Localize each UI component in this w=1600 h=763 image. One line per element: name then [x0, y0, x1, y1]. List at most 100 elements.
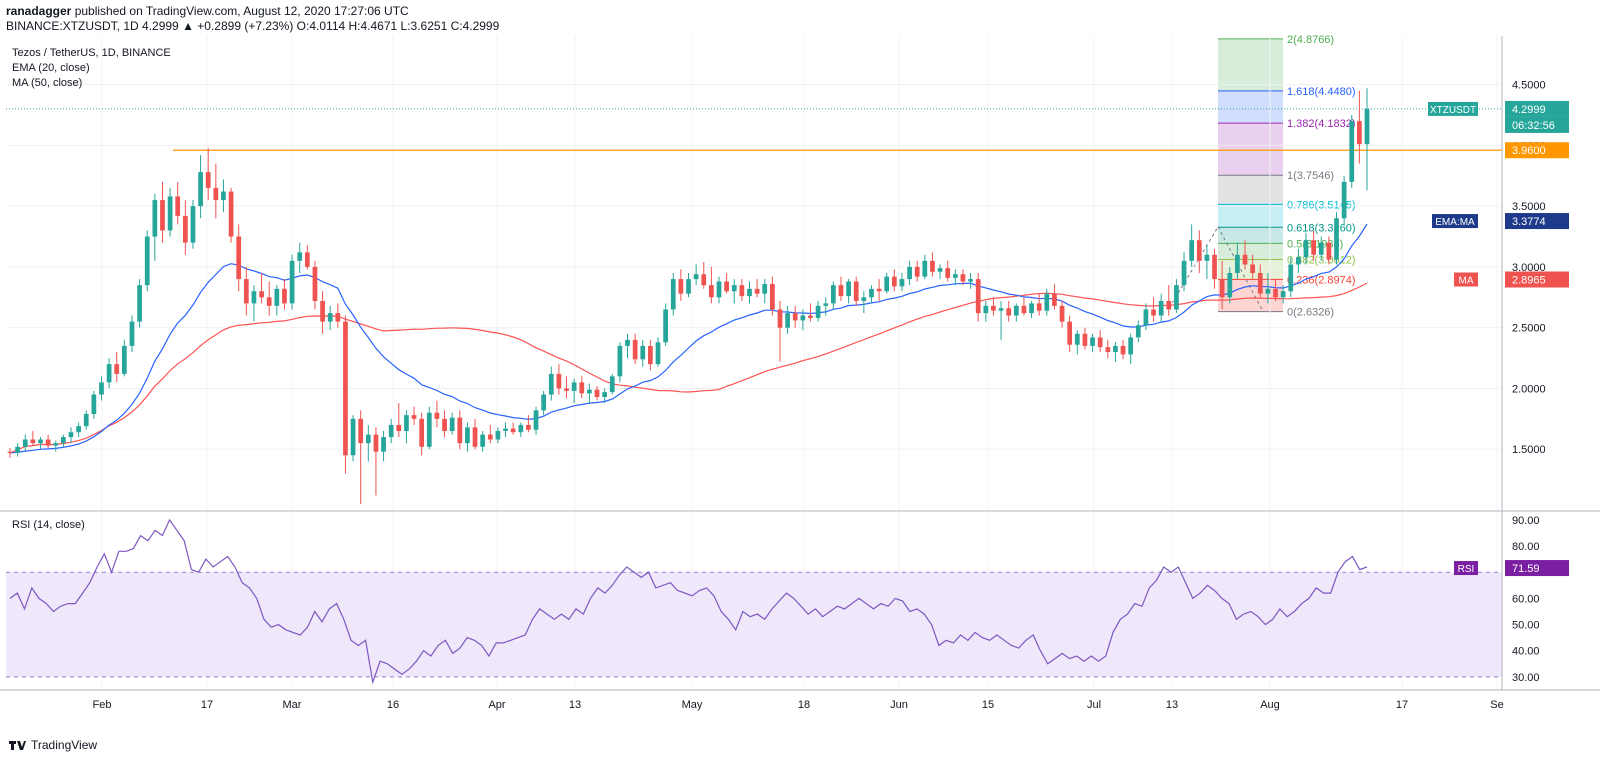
candle-body	[274, 288, 280, 306]
candle-body	[114, 364, 120, 374]
candle-body	[1036, 303, 1042, 311]
candle-body	[304, 252, 310, 267]
time-tick-label: Se	[1490, 699, 1503, 711]
candle-body	[1090, 337, 1095, 346]
candle-body	[808, 315, 813, 318]
candle-body	[434, 412, 440, 419]
candle-body	[442, 418, 447, 431]
rsi-tick-label: 90.00	[1512, 515, 1540, 527]
candle-body	[152, 200, 158, 237]
time-tick-label: 13	[1166, 699, 1178, 711]
rsi-tag-value: 71.59	[1512, 563, 1540, 575]
last-price-tag-label: XTZUSDT	[1430, 105, 1476, 116]
candle-body	[709, 285, 714, 298]
candle-body	[1105, 347, 1111, 352]
candle-body	[1181, 260, 1187, 286]
time-tick-label: 13	[569, 699, 581, 711]
candle-body	[1280, 291, 1286, 298]
rsi-tag-label: RSI	[1458, 564, 1475, 575]
indicator-legend: MA (50, close)	[12, 77, 82, 89]
price-tick-label: 4.5000	[1512, 80, 1546, 92]
rsi-tag-bg	[1505, 560, 1569, 577]
candle-body	[853, 281, 859, 301]
candle-body	[617, 345, 623, 377]
candle-body	[1113, 345, 1118, 352]
indicator-legend: EMA (20, close)	[12, 62, 90, 74]
chart-legend: Tezos / TetherUS, 1D, BINANCE EMA (20, cl…	[12, 47, 171, 89]
candle-body	[846, 281, 851, 297]
footer-brand: TradingView	[8, 738, 97, 752]
candle-body	[487, 434, 493, 440]
fib-zone	[1218, 204, 1283, 228]
tradingview-logo-icon	[9, 741, 26, 750]
candle-body	[457, 417, 463, 444]
candle-body	[228, 191, 234, 237]
candle-body	[68, 432, 74, 438]
time-tick-label: Jun	[890, 699, 908, 711]
candle-body	[1189, 240, 1195, 261]
candle-body	[701, 274, 707, 286]
candle-body	[343, 321, 348, 456]
brand-name[interactable]: TradingView	[31, 738, 98, 752]
candle-body	[236, 236, 242, 280]
candle-body	[91, 394, 97, 414]
rsi-tick-label: 50.00	[1512, 620, 1540, 632]
candle-body	[823, 303, 829, 306]
candle-body	[1067, 321, 1073, 345]
fib-level-label: 0.618(3.3260)	[1287, 222, 1356, 234]
candle-body	[1212, 254, 1217, 280]
author[interactable]: ranadagger	[6, 4, 72, 18]
candle-body	[747, 288, 752, 297]
candle-body	[1219, 279, 1225, 298]
candle-body	[1143, 309, 1149, 326]
rsi-tick-label: 40.00	[1512, 646, 1540, 658]
candle-body	[404, 415, 409, 431]
level-tag-value: 3.9600	[1512, 145, 1546, 157]
candle-body	[724, 281, 729, 292]
symbol-line: BINANCE:XTZUSDT, 1D	[6, 19, 139, 33]
fib-level-label: 1.618(4.4480)	[1287, 86, 1356, 98]
candle-body	[991, 305, 996, 311]
candle-body	[571, 382, 577, 391]
candle-body	[167, 196, 173, 231]
candle-body	[914, 266, 920, 277]
candle-body	[1318, 242, 1324, 255]
candle-body	[251, 291, 257, 304]
candle-body	[1265, 288, 1271, 294]
published-text: published on TradingView.com, August 12,…	[74, 4, 409, 18]
candle-body	[1303, 240, 1309, 258]
candle-body	[1174, 285, 1179, 310]
candle-body	[815, 305, 821, 318]
candle-body	[632, 339, 638, 360]
candle-body	[686, 279, 691, 294]
candle-body	[754, 288, 760, 294]
last-price-tag-bg	[1505, 100, 1569, 117]
time-tick-label: 17	[201, 699, 213, 711]
candle-body	[922, 260, 928, 277]
candle-body	[602, 392, 608, 397]
candle-body	[388, 424, 394, 438]
candle-body	[472, 427, 478, 447]
candle-body	[106, 364, 112, 383]
candle-body	[510, 428, 516, 433]
level-tag-bg	[1505, 142, 1569, 159]
candle-body	[419, 418, 425, 447]
fib-level-label: 0(2.6326)	[1287, 307, 1334, 319]
candle-body	[800, 315, 806, 321]
candle-body	[1227, 273, 1233, 298]
time-tick-label: 18	[798, 699, 810, 711]
candle-body	[495, 431, 501, 440]
candle-body	[182, 215, 188, 243]
countdown-bg	[1505, 116, 1569, 133]
candle-body	[1120, 345, 1126, 355]
rsi-tick-label: 30.00	[1512, 672, 1540, 684]
candle-body	[358, 418, 364, 444]
candle-body	[266, 297, 272, 306]
candle-body	[693, 274, 699, 280]
candle-body	[449, 417, 455, 431]
fib-level-label: 2(4.8766)	[1287, 34, 1334, 46]
candle-body	[556, 373, 562, 389]
rsi-tick-label: 80.00	[1512, 541, 1540, 553]
candle-body	[1341, 181, 1347, 219]
